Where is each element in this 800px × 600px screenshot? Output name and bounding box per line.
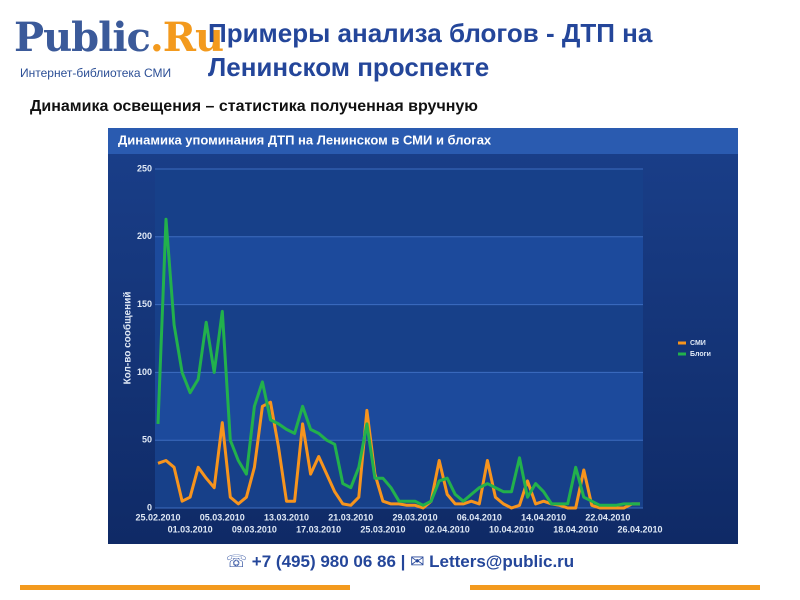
x-tick-label: 29.03.2010 (393, 512, 438, 522)
y-axis-label: Кол-во сообщений (122, 292, 134, 385)
x-tick-label: 25.02.2010 (135, 512, 180, 522)
x-tick-label: 10.04.2010 (489, 524, 534, 534)
y-tick-label: 250 (137, 163, 152, 173)
contact: ☏ +7 (495) 980 06 86 | ✉ Letters@public.… (225, 552, 575, 571)
x-tick-label: 21.03.2010 (328, 512, 373, 522)
x-tick-label: 25.03.2010 (360, 524, 405, 534)
logo-name: Public (14, 14, 151, 61)
x-tick-label: 26.04.2010 (617, 524, 662, 534)
x-tick-label: 06.04.2010 (457, 512, 502, 522)
x-tick-label: 05.03.2010 (200, 512, 245, 522)
logo: Public.Ru (14, 18, 224, 58)
slide-subtitle: Динамика освещения – статистика полученн… (30, 98, 478, 115)
y-tick-label: 200 (137, 231, 152, 241)
plot-band (155, 169, 643, 237)
plot-band (155, 236, 643, 305)
chart-title: Динамика упоминания ДТП на Ленинском в С… (118, 132, 492, 147)
x-tick-label: 22.04.2010 (585, 512, 630, 522)
legend-label: Блоги (690, 351, 711, 358)
logo-suffix: .Ru (149, 14, 224, 61)
y-tick-label: 50 (142, 435, 152, 445)
footer-bar (470, 585, 760, 590)
x-tick-label: 09.03.2010 (232, 524, 277, 534)
x-tick-label: 13.03.2010 (264, 512, 309, 522)
y-tick-label: 0 (147, 502, 152, 512)
y-tick-label: 100 (137, 367, 152, 377)
y-tick-label: 150 (137, 299, 152, 309)
legend-label: СМИ (690, 340, 706, 347)
footer-bar (20, 585, 350, 590)
plot-band (155, 304, 643, 373)
plot-band (155, 372, 643, 441)
slide-title: Примеры анализа блогов - ДТП на Ленинско… (208, 18, 653, 82)
plot: 0 50 100 150 200 250 25.02.2010 01.03.2010 05.03… (135, 163, 710, 534)
x-tick-label: 17.03.2010 (296, 524, 341, 534)
x-tick-label: 02.04.2010 (425, 524, 470, 534)
x-tick-label: 01.03.2010 (168, 524, 213, 534)
x-tick-label: 14.04.2010 (521, 512, 566, 522)
chart-header (108, 128, 738, 154)
line-series (156, 217, 640, 507)
x-tick-label: 18.04.2010 (553, 524, 598, 534)
logo-tagline: Интернет-библиотека СМИ (20, 66, 172, 80)
